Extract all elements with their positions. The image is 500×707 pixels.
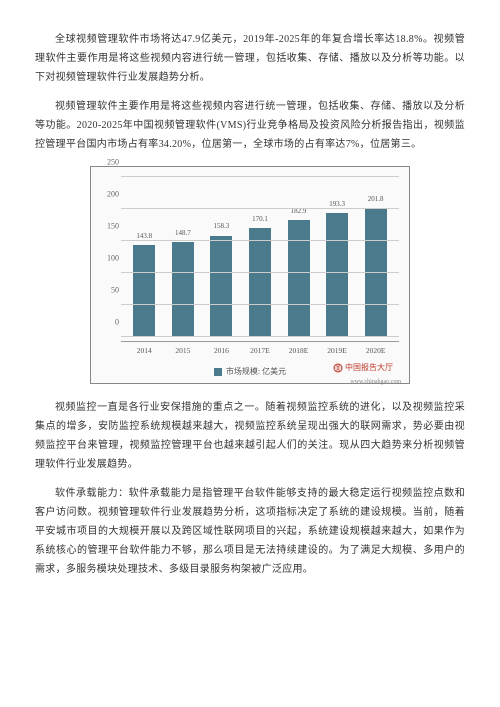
bar — [133, 245, 155, 337]
bar-group: 182.9 — [285, 205, 313, 337]
bar-group: 193.3 — [323, 198, 351, 337]
bar — [172, 242, 194, 337]
x-tick-label: 2019E — [323, 344, 351, 358]
y-tick-label: 200 — [99, 186, 119, 201]
bar-group: 148.7 — [169, 227, 197, 337]
legend-label: 市场规模: 亿美元 — [226, 364, 286, 379]
chart-watermark: 中国报告大厅 — [333, 360, 393, 375]
y-tick-label: 100 — [99, 250, 119, 265]
y-tick-label: 0 — [99, 314, 119, 329]
paragraph-2: 视频管理软件主要作用是将这些视频内容进行统一管理，包括收集、存储、播放以及分析等… — [35, 97, 465, 154]
legend-swatch — [214, 368, 222, 376]
grid-line — [121, 272, 399, 273]
bar-group: 158.3 — [207, 220, 235, 337]
chart-bars: 143.8 148.7 158.3 170.1 182.9 193.3 201.8 — [121, 177, 399, 337]
bar-value-label: 182.9 — [291, 205, 307, 218]
paragraph-3: 视频监控一直是各行业安保措施的重点之一。随着视频监控系统的进化，以及视频监控采集… — [35, 398, 465, 474]
grid-line — [121, 240, 399, 241]
bar-group: 170.1 — [246, 213, 274, 337]
bar-value-label: 201.8 — [368, 193, 384, 206]
bar — [288, 220, 310, 337]
market-size-chart: 143.8148.7158.3170.1182.9193.3201.8 0501… — [90, 166, 410, 384]
x-tick-label: 2014 — [130, 344, 158, 358]
chart-plot-area: 143.8148.7158.3170.1182.9193.3201.8 0501… — [121, 177, 399, 337]
bar-value-label: 193.3 — [329, 198, 345, 211]
watermark-text: 中国报告大厅 — [345, 360, 393, 375]
bar-value-label: 158.3 — [214, 220, 230, 233]
bar-value-label: 170.1 — [252, 213, 268, 226]
bar — [210, 236, 232, 337]
grid-line — [121, 304, 399, 305]
bar-group: 201.8 — [362, 193, 390, 337]
x-tick-label: 2018E — [285, 344, 313, 358]
x-tick-label: 2017E — [246, 344, 274, 358]
grid-line — [121, 336, 399, 337]
x-tick-label: 2016 — [207, 344, 235, 358]
bar — [326, 213, 348, 337]
chart-x-axis: 2014 2015 2016 2017E 2018E 2019E 2020E — [121, 341, 399, 358]
grid-line — [121, 208, 399, 209]
paragraph-1: 全球视频管理软件市场将达47.9亿美元，2019年-2025年的年复合增长率达1… — [35, 30, 465, 87]
bar — [249, 228, 271, 337]
y-tick-label: 150 — [99, 218, 119, 233]
grid-line — [121, 176, 399, 177]
watermark-url: www.chinabgao.com — [350, 377, 401, 388]
bar-group: 143.8 — [130, 230, 158, 337]
x-tick-label: 2020E — [362, 344, 390, 358]
paragraph-4: 软件承载能力：软件承载能力是指管理平台软件能够支持的最大稳定运行视频监控点数和客… — [35, 484, 465, 579]
y-tick-label: 250 — [99, 154, 119, 169]
y-tick-label: 50 — [99, 282, 119, 297]
globe-icon — [333, 363, 343, 373]
bar-value-label: 148.7 — [175, 227, 191, 240]
x-tick-label: 2015 — [169, 344, 197, 358]
